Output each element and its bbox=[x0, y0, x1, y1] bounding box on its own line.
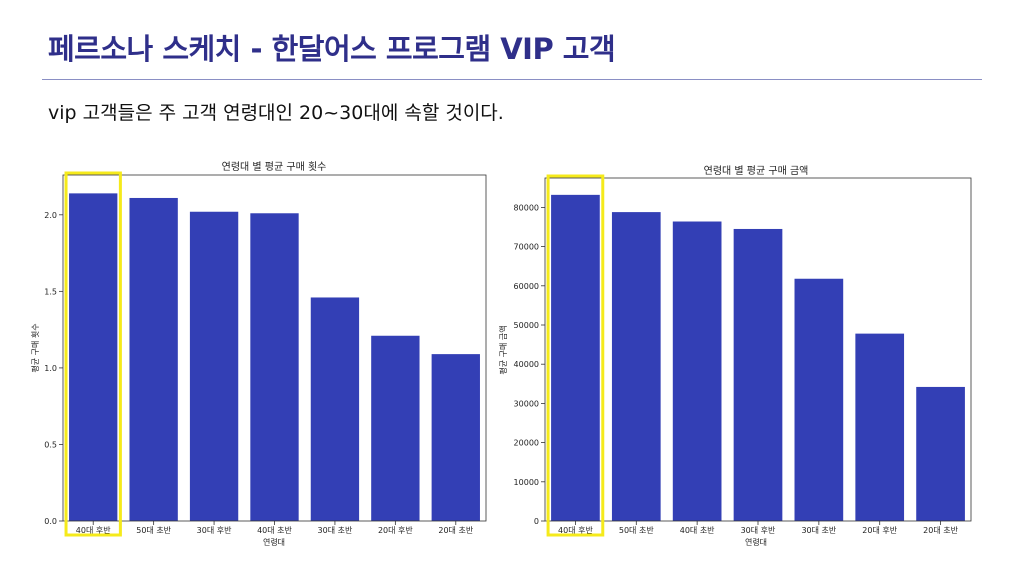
bar bbox=[250, 213, 299, 521]
highlight-box bbox=[546, 174, 605, 537]
chart-title: 연령대 별 평균 구매 횟수 bbox=[222, 161, 327, 173]
x-tick-label: 20대 초반 bbox=[438, 526, 473, 535]
x-tick-label: 30대 초반 bbox=[801, 526, 836, 535]
x-tick-label: 20대 후반 bbox=[862, 526, 897, 535]
y-tick-label: 10000 bbox=[514, 478, 539, 487]
bar bbox=[916, 386, 965, 521]
y-axis-label: 평균 구매 금액 bbox=[498, 325, 508, 374]
x-tick-label: 40대 후반 bbox=[558, 526, 593, 535]
bar bbox=[431, 354, 480, 521]
y-ticks: 0.0 0.5 1.0 1.5 2.0 bbox=[44, 211, 63, 526]
x-tick-label: 20대 후반 bbox=[378, 526, 413, 535]
y-tick-label: 2.0 bbox=[44, 211, 57, 220]
bar bbox=[733, 228, 783, 521]
y-tick-label: 70000 bbox=[514, 243, 539, 252]
y-tick-label: 50000 bbox=[514, 321, 539, 330]
bar bbox=[371, 335, 420, 521]
x-tick-label: 40대 후반 bbox=[76, 526, 111, 535]
y-axis-label: 평균 구매 횟수 bbox=[30, 323, 40, 372]
y-tick-label: 40000 bbox=[514, 360, 539, 369]
x-tick-label: 40대 초반 bbox=[257, 526, 292, 535]
chart-title: 연령대 별 평균 구매 금액 bbox=[704, 165, 809, 177]
x-axis-label: 연령대 bbox=[263, 538, 285, 547]
bar bbox=[189, 211, 239, 522]
bars bbox=[551, 194, 965, 521]
x-tick-label: 50대 초반 bbox=[136, 526, 171, 535]
bar bbox=[129, 197, 178, 521]
x-axis-label: 연령대 bbox=[745, 538, 767, 547]
bar bbox=[611, 212, 661, 521]
bar bbox=[855, 333, 905, 521]
bar bbox=[672, 221, 722, 521]
x-tick-label: 40대 초반 bbox=[680, 526, 715, 535]
plot-frame bbox=[544, 177, 972, 522]
x-tick-label: 20대 초반 bbox=[923, 526, 958, 535]
x-tick-label: 30대 후반 bbox=[741, 526, 776, 535]
bar bbox=[69, 193, 118, 521]
y-tick-label: 1.5 bbox=[44, 287, 57, 296]
title-divider bbox=[42, 79, 982, 80]
slide-subtitle: vip 고객들은 주 고객 연령대인 20~30대에 속할 것이다. bbox=[48, 102, 504, 124]
y-tick-label: 0.0 bbox=[44, 517, 57, 526]
x-ticks: 40대 후반 50대 초반 40대 초반 30대 후반 30대 초반 20대 후반 20대 … bbox=[558, 521, 959, 535]
y-tick-label: 80000 bbox=[514, 203, 539, 212]
x-tick-label: 30대 후반 bbox=[197, 526, 232, 535]
bar bbox=[310, 297, 360, 521]
y-tick-label: 20000 bbox=[514, 439, 539, 448]
x-tick-label: 30대 초반 bbox=[318, 526, 353, 535]
y-ticks: 0 10000 20000 30000 40000 50000 60000 70000 8000… bbox=[514, 203, 545, 526]
plot-frame bbox=[62, 174, 487, 522]
y-tick-label: 30000 bbox=[514, 399, 539, 408]
y-tick-label: 60000 bbox=[514, 282, 539, 291]
y-tick-label: 0 bbox=[534, 517, 539, 526]
highlight-box bbox=[64, 171, 122, 537]
y-tick-label: 0.5 bbox=[44, 440, 57, 449]
bars bbox=[69, 193, 480, 522]
x-ticks: 40대 후반 50대 초반 30대 후반 40대 초반 30대 초반 20대 후반 20대 … bbox=[76, 521, 474, 535]
y-tick-label: 1.0 bbox=[44, 364, 57, 373]
bar bbox=[551, 194, 600, 521]
bar bbox=[794, 278, 844, 521]
x-tick-label: 50대 초반 bbox=[619, 526, 654, 535]
slide-title: 페르소나 스케치 - 한달어스 프로그램 VIP 고객 bbox=[48, 32, 616, 66]
